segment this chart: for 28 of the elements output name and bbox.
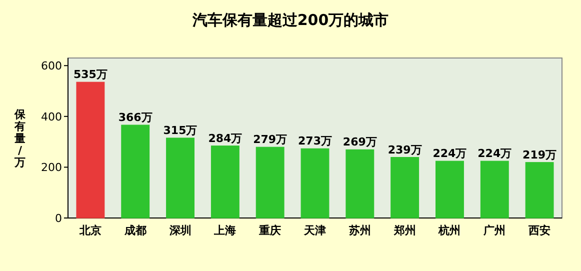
x-tick-label: 西安 xyxy=(528,224,551,237)
x-tick-label: 郑州 xyxy=(392,224,416,237)
data-label: 366万 xyxy=(118,111,152,124)
y-tick-label: 400 xyxy=(41,110,62,124)
y-tick-label: 200 xyxy=(41,161,62,174)
data-label: 284万 xyxy=(208,132,242,145)
chart-title: 汽车保有量超过200万的城市 xyxy=(191,11,389,29)
data-label: 239万 xyxy=(388,143,422,156)
data-label: 273万 xyxy=(298,134,332,148)
x-tick-label: 成都 xyxy=(123,224,146,237)
y-tick-label: 0 xyxy=(55,212,62,225)
data-label: 224万 xyxy=(432,147,467,160)
x-tick-label: 广州 xyxy=(482,224,506,237)
x-tick-label: 上海 xyxy=(213,224,236,237)
x-tick-label: 苏州 xyxy=(348,224,371,237)
data-label: 269万 xyxy=(342,136,377,149)
x-tick-label: 北京 xyxy=(78,224,102,237)
x-tick-label: 天津 xyxy=(303,224,326,237)
data-label: 224万 xyxy=(478,147,512,160)
data-label: 535万 xyxy=(73,68,108,82)
data-label: 315万 xyxy=(163,124,198,137)
data-label: 279万 xyxy=(253,133,288,146)
y-axis-title: 保有量/万 xyxy=(14,108,26,169)
x-tick-label: 深圳 xyxy=(168,224,192,237)
x-tick-label: 重庆 xyxy=(258,224,282,237)
data-label: 219万 xyxy=(522,148,557,162)
x-tick-label: 杭州 xyxy=(438,224,461,237)
y-tick-label: 600 xyxy=(41,60,62,73)
